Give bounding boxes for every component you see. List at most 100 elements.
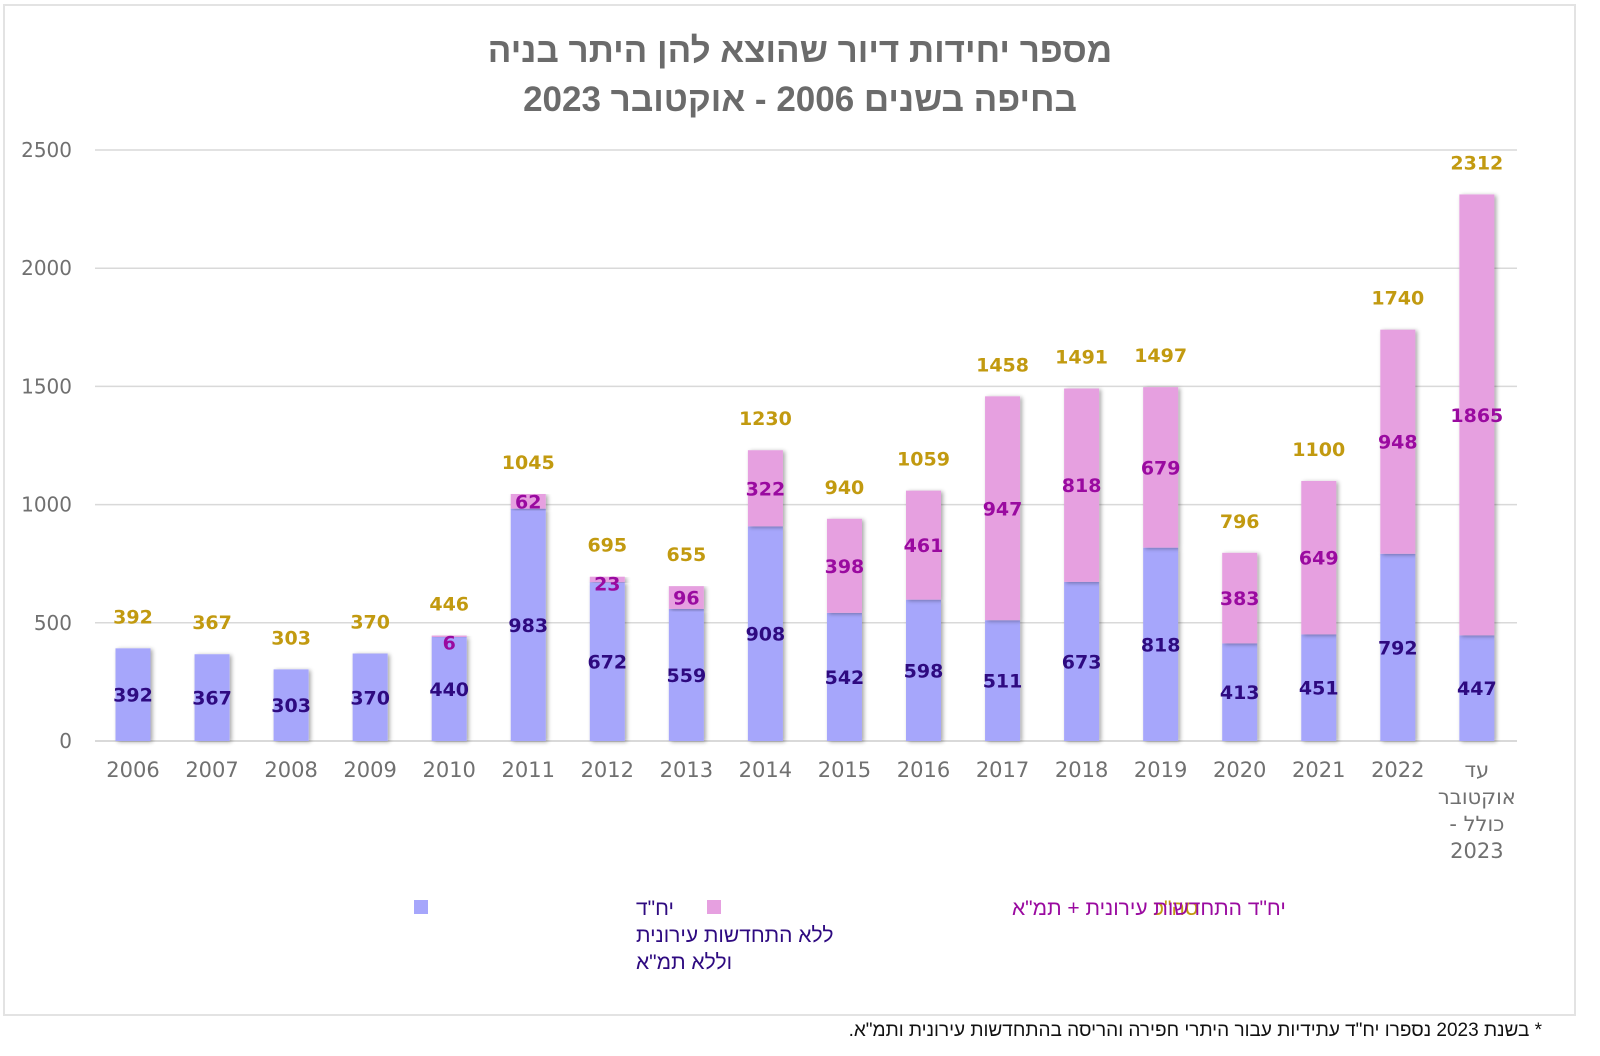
x-tick-label: 2007 [185, 758, 238, 782]
data-label-total: 695 [587, 535, 627, 557]
bar-renewal-segment [668, 586, 704, 609]
x-tick-label: אוקטובר [1438, 785, 1516, 809]
data-label-total: 2312 [1450, 152, 1503, 174]
data-label-base: 451 [1299, 678, 1339, 700]
bar-renewal-segment [906, 490, 941, 600]
bar-renewal-segment [589, 576, 625, 583]
bar-renewal-segment [1064, 388, 1100, 582]
data-label-renewal: 62 [515, 491, 541, 513]
x-tick-label: 2008 [264, 758, 317, 782]
bar-renewal-segment [510, 493, 546, 509]
data-label-total: 1491 [1055, 347, 1108, 369]
x-tick-label: 2020 [1213, 758, 1266, 782]
data-label-total: 1045 [502, 452, 555, 474]
data-label-base: 440 [429, 679, 469, 701]
x-tick-label: 2009 [343, 758, 396, 782]
x-tick-label: עד [1465, 758, 1490, 782]
data-label-total: 796 [1220, 511, 1260, 533]
data-label-renewal: 679 [1141, 457, 1181, 479]
bar-base-segment [589, 582, 625, 741]
x-tick-label: 2018 [1055, 758, 1108, 782]
data-label-total: 940 [825, 477, 865, 499]
y-tick-label: 500 [34, 611, 72, 635]
data-label-base: 559 [667, 665, 707, 687]
x-tick-label: 2006 [106, 758, 159, 782]
data-label-renewal: 818 [1062, 475, 1102, 497]
data-label-base: 542 [825, 667, 865, 689]
y-tick-label: 2000 [21, 256, 72, 280]
data-label-base: 673 [1062, 651, 1102, 673]
legend-item-renewal: יח"ד התחדשות עירונית + תמ"א [707, 897, 1286, 920]
bar-base-segment [352, 653, 388, 741]
bar-renewal-segment [747, 450, 783, 527]
gridlines [95, 149, 1517, 742]
y-tick-label: 2500 [21, 138, 72, 162]
bar-renewal-segment [1459, 194, 1495, 636]
bar-base-segment [1459, 635, 1495, 741]
chart-title: מספר יחידות דיור שהוצא להן היתר בניה בחי… [488, 31, 1112, 119]
data-label-base: 303 [271, 695, 311, 717]
data-label-total: 1100 [1292, 439, 1345, 461]
bar-base-segment [194, 654, 230, 741]
x-tick-label: 2015 [818, 758, 871, 782]
x-tick-label: 2016 [897, 758, 950, 782]
legend-item-base: יח"ד ללא התחדשות עירונית וללא תמ"א [414, 897, 834, 974]
legend-label: יח"ד התחדשות עירונית + תמ"א [1012, 897, 1286, 920]
data-label-base: 672 [587, 652, 627, 674]
x-tick-label: 2017 [976, 758, 1029, 782]
bar-base-segment [510, 508, 546, 741]
data-label-base: 818 [1141, 634, 1181, 656]
x-tick-label: 2013 [660, 758, 713, 782]
y-axis: 0 500 1000 1500 2000 2500 [21, 138, 72, 753]
bar-base-segment [115, 648, 151, 741]
data-label-base: 511 [983, 671, 1023, 693]
bar-renewal-segment [1143, 387, 1179, 548]
data-label-base: 447 [1457, 678, 1497, 700]
x-tick-label: 2012 [581, 758, 634, 782]
bar-renewal-segment [1301, 480, 1337, 635]
data-label-renewal: 322 [746, 478, 786, 500]
legend-label: ללא התחדשות עירונית [636, 924, 834, 947]
legend-label: סה"כ [1153, 897, 1198, 920]
data-label-base: 413 [1220, 682, 1260, 704]
data-label-renewal: 649 [1299, 548, 1339, 570]
data-label-total: 1059 [897, 449, 950, 471]
data-label-total: 1230 [739, 408, 792, 430]
legend-label: וללא תמ"א [636, 951, 732, 974]
x-tick-label: 2011 [502, 758, 555, 782]
x-tick-label: 2023 [1450, 839, 1503, 863]
x-tick-label: 2022 [1371, 758, 1424, 782]
y-tick-label: 1000 [21, 493, 72, 517]
bar-base-segment [1222, 643, 1258, 741]
footnote: * בשנת 2023 נספרו יח"ד עתידיות עבור היתר… [848, 1020, 1542, 1041]
data-label-total: 370 [350, 612, 390, 634]
data-label-renewal: 1865 [1450, 405, 1503, 427]
data-labels: 392 392 367 367 303 303 370 370 440 6 446 983 62 1045… [113, 152, 1503, 717]
bar-renewal-segment [1380, 329, 1416, 554]
data-label-renewal: 383 [1220, 588, 1260, 610]
bars [115, 194, 1495, 741]
x-tick-label: 2014 [739, 758, 792, 782]
x-tick-label: 2019 [1134, 758, 1187, 782]
data-label-total: 1740 [1371, 288, 1424, 310]
bar-base-segment [826, 612, 862, 741]
data-label-base: 983 [508, 615, 548, 637]
x-tick-label: כולל - [1449, 812, 1504, 836]
legend: סה"כיח"ד התחדשות עירונית + תמ"א יח"ד ללא ה… [414, 897, 1286, 974]
chart-title-line-1: מספר יחידות דיור שהוצא להן היתר בניה [488, 31, 1112, 70]
y-tick-label: 0 [59, 729, 72, 753]
data-label-total: 392 [113, 606, 153, 628]
data-label-renewal: 96 [673, 588, 699, 610]
bar-base-segment [431, 636, 467, 741]
bar-base-segment [273, 669, 309, 741]
data-label-renewal: 947 [983, 498, 1023, 520]
bar-base-segment [1301, 634, 1337, 741]
data-label-total: 303 [271, 627, 311, 649]
bar-base-segment [1380, 553, 1416, 741]
data-label-total: 655 [667, 544, 707, 566]
bar-base-segment [1143, 547, 1179, 741]
data-label-base: 367 [192, 688, 232, 710]
data-label-total: 446 [429, 594, 469, 616]
data-label-total: 367 [192, 612, 232, 634]
